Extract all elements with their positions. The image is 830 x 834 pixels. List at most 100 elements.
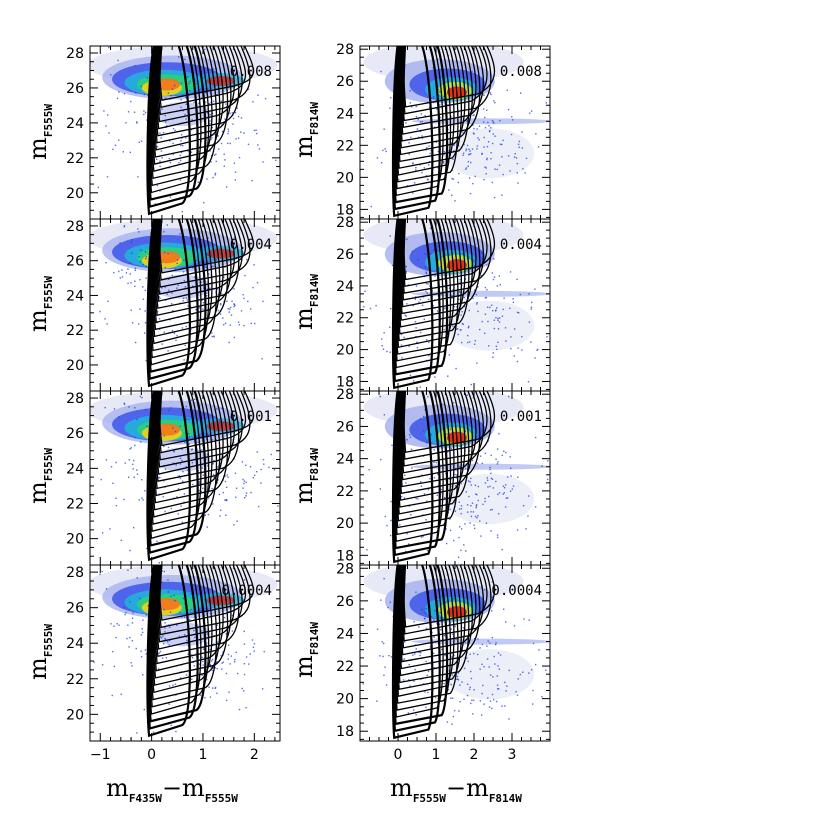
xlabel-left: mF435W−mF555W: [106, 774, 238, 805]
ylabel-subscript: F555W: [42, 448, 55, 481]
svg-text:mF814W: mF814W: [290, 622, 321, 678]
ticks: [359, 565, 551, 741]
y-tick-label: 26: [336, 594, 354, 610]
ylabel-left-1: mF555W: [24, 104, 55, 160]
y-tick-label: 26: [66, 601, 84, 617]
y-tick-label: 28: [66, 565, 84, 581]
isochrone-curve: [157, 565, 243, 643]
isochrone-curve: [157, 565, 251, 636]
x-tick-label: 1: [432, 747, 441, 763]
ylabel-main: m: [24, 657, 52, 680]
plot-area: [90, 565, 280, 740]
isochrone-curve: [400, 391, 477, 481]
y-tick-label: 20: [336, 692, 354, 708]
ticks: [359, 46, 551, 219]
metallicity-label: 0.004: [230, 237, 272, 253]
stellar-density: [363, 565, 550, 700]
ylabel-left-4: mF555W: [24, 624, 55, 680]
ylabel-left-3: mF555W: [24, 448, 55, 504]
ticks: [90, 565, 280, 742]
metallicity-label: 0.0004: [491, 583, 542, 599]
panel-left-2: 20 22 24 26 28 0.004: [66, 218, 281, 392]
y-tick-label: 18: [336, 548, 354, 564]
y-tick-label: 28: [336, 387, 354, 403]
ticks: [90, 391, 280, 566]
panel-left-3: 20 22 24 26 28 0.001: [66, 390, 281, 566]
ylabel-main: m: [290, 655, 318, 678]
svg-text:mF814W: mF814W: [290, 448, 321, 504]
ticks: [359, 391, 551, 565]
ylabel-left-2: mF555W: [24, 276, 55, 332]
y-tick-label: 24: [66, 116, 84, 132]
isochrone-curve: [400, 565, 477, 656]
ylabel-main: m: [24, 481, 52, 504]
ylabel-subscript: F555W: [42, 276, 55, 309]
y-tick-label: 24: [336, 626, 354, 642]
ylabel-subscript: F555W: [42, 624, 55, 657]
panel-left-1: 20 22 24 26 28 0.008: [66, 45, 281, 220]
isochrones: [391, 219, 496, 390]
isochrone-curve: [157, 219, 251, 288]
metallicity-label: 0.0004: [221, 583, 272, 599]
isochrones: [146, 219, 254, 388]
ylabel-main: m: [290, 135, 318, 158]
y-tick-label: 24: [336, 106, 354, 122]
isochrone-curve: [157, 391, 251, 461]
ticks: [90, 219, 280, 392]
y-tick-label: 20: [66, 186, 84, 202]
y-tick-label: 22: [336, 311, 354, 327]
ylabel-right-4: mF814W: [290, 622, 321, 678]
plot-area: [363, 391, 550, 565]
ylabel-main: m: [290, 481, 318, 504]
y-tick-label: 26: [336, 419, 354, 435]
panel-right-1: 18 20 22 24 26 28 0.008: [336, 42, 551, 220]
y-tick-label: 28: [336, 561, 354, 577]
isochrone-curve: [153, 46, 224, 151]
plot-area: [362, 565, 550, 740]
isochrone-curve: [157, 391, 243, 468]
y-tick-label: 22: [336, 659, 354, 675]
isochrones: [146, 46, 254, 216]
y-tick-label: 22: [66, 496, 84, 512]
isochrone-curve: [159, 391, 254, 447]
y-tick-label: 22: [336, 138, 354, 154]
isochrones: [391, 565, 496, 740]
isochrone-curve: [157, 46, 243, 123]
ylabel-subscript: F814W: [308, 102, 321, 135]
y-tick-label: 20: [66, 707, 84, 723]
x-tick-label: 1: [199, 747, 208, 763]
isochrone-curve: [153, 391, 224, 497]
y-tick-label: 20: [66, 358, 84, 374]
y-tick-label: 22: [336, 484, 354, 500]
axes-frame: [89, 564, 281, 742]
isochrone-curve: [403, 219, 496, 281]
svg-text:mF555W: mF555W: [24, 624, 55, 680]
x-tick-label: 2: [470, 747, 479, 763]
isochrone-curve: [159, 219, 254, 274]
isochrone-curve: [403, 46, 496, 108]
isochrone-curve: [400, 219, 477, 308]
y-tick-label: 24: [66, 461, 84, 477]
plot-area: [90, 46, 278, 216]
isochrones: [146, 391, 254, 562]
isochrone-curve: [157, 219, 243, 295]
x-tick-label: −1: [90, 747, 111, 763]
y-tick-label: 26: [336, 74, 354, 90]
metallicity-label: 0.008: [500, 64, 542, 80]
isochrone-curve: [159, 565, 254, 621]
svg-text:mF814W: mF814W: [290, 274, 321, 330]
y-tick-label: 24: [336, 452, 354, 468]
svg-text:mF555W: mF555W: [24, 104, 55, 160]
isochrone-curve: [403, 391, 496, 453]
y-tick-label: 28: [336, 42, 354, 58]
x-tick-label: 0: [394, 747, 403, 763]
isochrones: [391, 391, 496, 564]
xlabel-right: mF555W−mF814W: [390, 774, 522, 805]
y-tick-label: 24: [336, 279, 354, 295]
panel-right-4: 18 20 22 24 26 28 0 1 2 3 0.0004: [336, 561, 551, 763]
y-tick-label: 20: [66, 532, 84, 548]
plot-area: [90, 219, 278, 388]
isochrones: [391, 46, 496, 218]
